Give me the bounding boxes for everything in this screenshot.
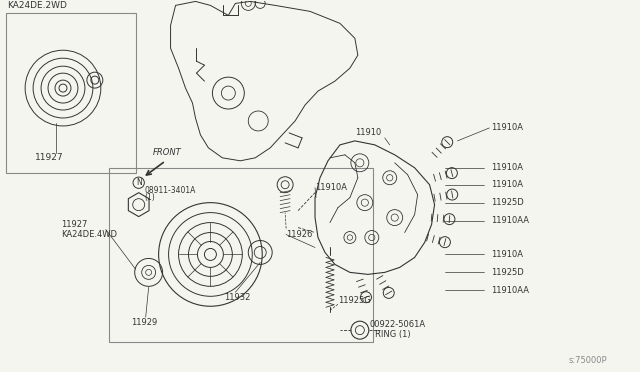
Text: KA24DE.4WD: KA24DE.4WD	[61, 230, 117, 239]
Text: s:75000P: s:75000P	[569, 356, 607, 365]
Text: 11910AA: 11910AA	[492, 216, 529, 225]
Text: FRONT: FRONT	[153, 148, 181, 157]
Text: KA24DE.2WD: KA24DE.2WD	[7, 1, 67, 10]
Text: 11910A: 11910A	[492, 124, 524, 132]
Text: 11929: 11929	[131, 318, 157, 327]
Bar	[109, 168, 372, 342]
Text: RING (1): RING (1)	[375, 330, 410, 339]
Text: 11910AA: 11910AA	[492, 286, 529, 295]
Text: 11910: 11910	[355, 128, 381, 137]
Text: 11925D: 11925D	[492, 268, 524, 277]
Text: 11910A: 11910A	[315, 183, 347, 192]
Text: 11910A: 11910A	[492, 180, 524, 189]
Text: 11927: 11927	[35, 153, 63, 162]
Text: 11910A: 11910A	[492, 163, 524, 172]
Text: 00922-5061A: 00922-5061A	[370, 320, 426, 329]
Text: N: N	[136, 178, 141, 187]
Text: 11927: 11927	[61, 220, 88, 229]
Text: 08911-3401A: 08911-3401A	[145, 186, 196, 195]
Text: 11925D: 11925D	[492, 198, 524, 207]
Text: 11932: 11932	[225, 293, 251, 302]
Bar	[6, 13, 136, 173]
Text: 11910A: 11910A	[492, 250, 524, 259]
Text: (1): (1)	[145, 193, 156, 202]
Text: 11926: 11926	[286, 230, 312, 239]
Text: 11925G: 11925G	[338, 296, 371, 305]
